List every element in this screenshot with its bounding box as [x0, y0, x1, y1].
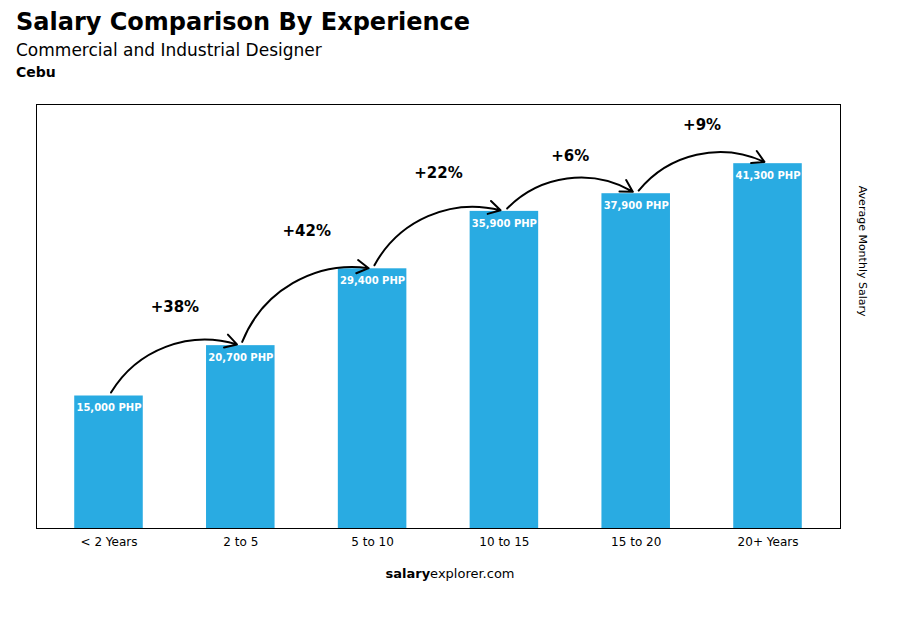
svg-text:+38%: +38%: [151, 298, 199, 316]
svg-text:15,000 PHP: 15,000 PHP: [76, 402, 141, 413]
svg-text:5 to 10: 5 to 10: [351, 535, 394, 549]
svg-text:+9%: +9%: [683, 116, 721, 134]
svg-text:+22%: +22%: [414, 164, 462, 182]
svg-text:10 to 15: 10 to 15: [479, 535, 529, 549]
svg-text:20,700 PHP: 20,700 PHP: [208, 352, 273, 363]
svg-text:20+ Years: 20+ Years: [738, 535, 799, 549]
svg-text:35,900 PHP: 35,900 PHP: [472, 218, 537, 229]
svg-text:2 to 5: 2 to 5: [223, 535, 258, 549]
svg-text:< 2 Years: < 2 Years: [80, 535, 137, 549]
svg-text:15 to 20: 15 to 20: [611, 535, 661, 549]
html-text:Commercial and Industrial Desi: Commercial and Industrial Designer: [16, 40, 322, 60]
svg-text:41,300 PHP: 41,300 PHP: [735, 170, 800, 181]
svg-text:Average Monthly Salary: Average Monthly Salary: [856, 186, 869, 317]
svg-text:+6%: +6%: [551, 147, 589, 165]
svg-text:29,400 PHP: 29,400 PHP: [340, 275, 405, 286]
html-text:Salary Comparison By Experienc: Salary Comparison By Experience: [16, 8, 471, 36]
svg-text:37,900 PHP: 37,900 PHP: [604, 200, 669, 211]
html-text:Cebu: Cebu: [16, 64, 56, 80]
svg-text:+42%: +42%: [282, 222, 330, 240]
html-text:salary explorer.com: salary explorer.com: [385, 566, 515, 581]
